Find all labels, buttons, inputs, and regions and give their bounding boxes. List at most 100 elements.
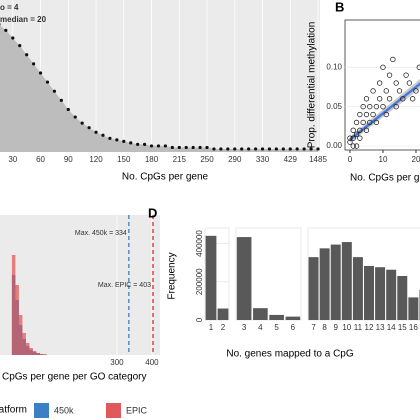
point: [66, 107, 70, 112]
bar: [386, 269, 397, 320]
point: [4, 28, 8, 32]
point: [295, 147, 299, 151]
annotation: o = 4: [0, 3, 19, 12]
x-tick-label: 6: [291, 323, 296, 332]
point: [149, 144, 154, 148]
panel-bg: [0, 215, 160, 355]
point: [129, 141, 133, 145]
hist-bar: [25, 343, 30, 355]
point: [357, 111, 363, 118]
x-tick-label: 90: [64, 155, 73, 164]
point: [353, 119, 360, 126]
x-tick-label: 330: [256, 155, 270, 164]
bar: [236, 237, 252, 320]
x-tick-label: 300: [110, 358, 124, 367]
area: [0, 25, 318, 152]
point: [377, 80, 383, 86]
point: [101, 133, 105, 137]
bar: [375, 267, 386, 320]
point: [353, 143, 360, 149]
bar: [217, 308, 229, 320]
v-line-label: Max. EPIC = 403: [98, 282, 151, 289]
bar: [397, 276, 408, 320]
y-axis-label: Prop. differential methylation: [307, 22, 318, 149]
y-tick-label: 200000: [195, 268, 204, 295]
y-axis-label: Frequency: [167, 252, 178, 299]
point: [73, 115, 77, 119]
hist-bar: [22, 333, 26, 355]
x-tick-label: 10: [379, 155, 388, 164]
y-tick-label: 0.05: [326, 102, 342, 111]
hist-bar: [36, 353, 40, 355]
point: [253, 147, 258, 151]
y-tick-label: 0.00: [326, 141, 342, 150]
hist-bar: [43, 354, 47, 355]
bar: [364, 265, 374, 320]
x-tick-label: 14: [387, 323, 396, 332]
fit-line: [349, 82, 420, 141]
point: [373, 119, 380, 126]
point: [233, 147, 237, 151]
point: [177, 145, 181, 150]
legend-label: EPIC: [126, 405, 148, 415]
point: [267, 147, 272, 151]
x-tick-label: 215: [173, 155, 187, 164]
point: [360, 104, 366, 110]
x-tick-label: 15: [398, 323, 407, 332]
point: [38, 71, 43, 75]
x-tick-label: 13: [376, 323, 385, 332]
point: [108, 136, 112, 140]
point: [94, 130, 98, 134]
bar: [269, 314, 284, 320]
point: [205, 145, 209, 150]
point: [386, 72, 393, 78]
x-tick-label: 10: [342, 323, 351, 332]
x-tick-label: 429: [284, 155, 298, 164]
point: [32, 62, 36, 66]
point: [400, 96, 406, 102]
x-axis-label: No. CpGs per gene: [122, 172, 209, 183]
hist-bar: [11, 255, 16, 355]
point: [367, 119, 373, 126]
hist-bar: [18, 315, 23, 355]
point: [309, 147, 313, 151]
point: [288, 147, 292, 151]
x-tick-label: 7: [311, 323, 316, 332]
point: [59, 98, 63, 102]
bar: [341, 242, 352, 320]
v-line-label: Max. 450k = 334: [75, 230, 127, 237]
point: [363, 96, 370, 102]
x-tick-label: 150: [117, 155, 131, 164]
point: [281, 147, 285, 151]
point: [240, 147, 244, 151]
point: [393, 104, 399, 110]
x-tick-label: 60: [36, 155, 45, 164]
bar: [352, 257, 363, 320]
bar: [285, 316, 301, 320]
point: [377, 96, 383, 102]
point: [363, 127, 370, 133]
point: [45, 80, 50, 84]
x-axis-label: No. genes mapped to a CpG: [226, 349, 354, 360]
point: [370, 88, 376, 94]
panel-label: B: [335, 0, 344, 14]
point: [367, 104, 373, 110]
bar: [308, 257, 319, 320]
point: [260, 147, 265, 151]
point: [0, 23, 1, 26]
bar: [330, 244, 341, 320]
x-tick-label: 11: [354, 323, 363, 332]
x-tick-label: 290: [228, 155, 242, 164]
annotation: median = 20: [0, 15, 47, 24]
point: [350, 143, 356, 149]
x-tick-label: 250: [200, 155, 214, 164]
point: [396, 88, 403, 94]
x-tick-label: 0: [348, 155, 353, 164]
point: [25, 53, 29, 57]
point: [353, 131, 360, 137]
point: [403, 72, 409, 78]
x-tick-label: 8: [322, 323, 327, 332]
panel-label: D: [148, 205, 157, 220]
bar: [408, 297, 419, 320]
